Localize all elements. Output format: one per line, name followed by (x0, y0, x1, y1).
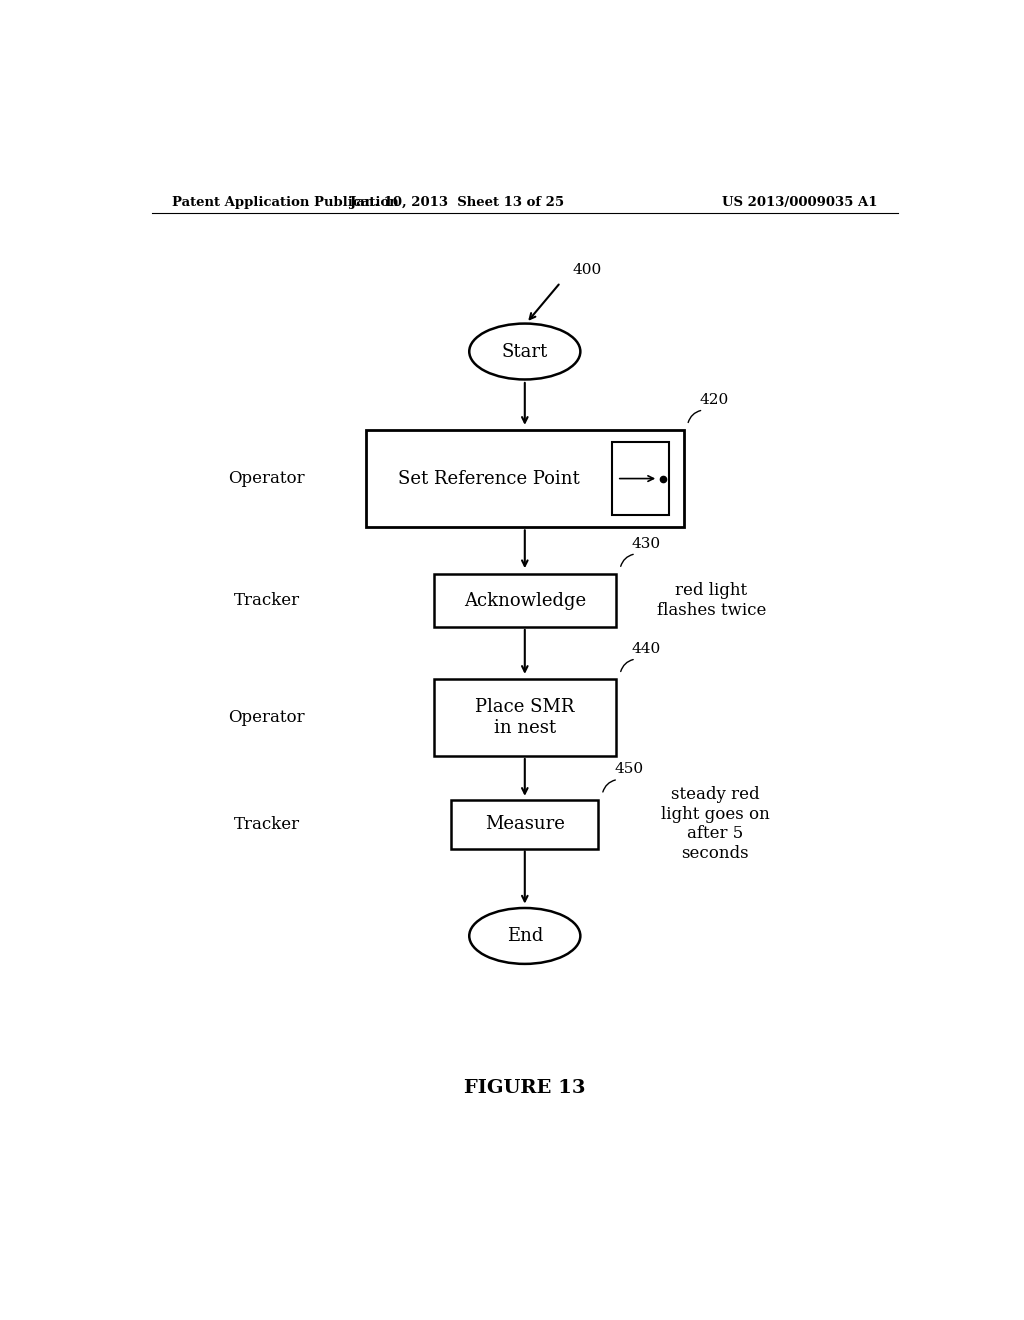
Text: Place SMR
in nest: Place SMR in nest (475, 698, 574, 737)
Text: US 2013/0009035 A1: US 2013/0009035 A1 (723, 195, 878, 209)
Bar (452, 800, 598, 849)
Text: Acknowledge: Acknowledge (464, 591, 586, 610)
Text: Tracker: Tracker (233, 593, 300, 609)
Text: 450: 450 (614, 763, 643, 776)
Text: steady red
light goes on
after 5
seconds: steady red light goes on after 5 seconds (660, 787, 770, 862)
Bar (433, 680, 616, 755)
Bar (367, 430, 684, 527)
Text: Operator: Operator (228, 470, 305, 487)
Text: Tracker: Tracker (233, 816, 300, 833)
Text: red light
flashes twice: red light flashes twice (656, 582, 766, 619)
Text: 400: 400 (572, 263, 602, 277)
Text: 420: 420 (699, 393, 729, 407)
Bar (612, 442, 670, 515)
Text: End: End (507, 927, 543, 945)
Text: Set Reference Point: Set Reference Point (398, 470, 580, 487)
Text: Start: Start (502, 342, 548, 360)
Text: Jan. 10, 2013  Sheet 13 of 25: Jan. 10, 2013 Sheet 13 of 25 (350, 195, 564, 209)
Text: FIGURE 13: FIGURE 13 (464, 1080, 586, 1097)
Text: Patent Application Publication: Patent Application Publication (172, 195, 398, 209)
Text: Measure: Measure (484, 816, 565, 833)
Text: Operator: Operator (228, 709, 305, 726)
Text: 440: 440 (632, 642, 662, 656)
Text: 430: 430 (632, 537, 662, 550)
Bar (433, 574, 616, 627)
